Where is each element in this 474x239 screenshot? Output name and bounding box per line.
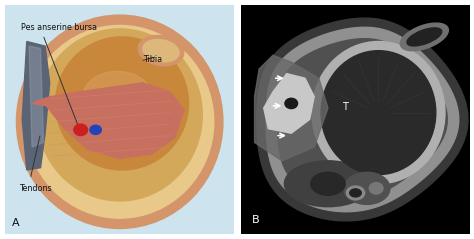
Ellipse shape [17,15,223,228]
Ellipse shape [26,25,214,218]
Text: A: A [12,218,19,228]
Text: Pes anserine bursa: Pes anserine bursa [21,23,97,32]
Ellipse shape [350,189,361,197]
Ellipse shape [369,183,383,194]
Ellipse shape [74,124,88,136]
Ellipse shape [284,161,372,207]
Text: T: T [342,102,347,112]
Ellipse shape [138,35,184,66]
Polygon shape [255,55,328,161]
Polygon shape [33,83,184,158]
Ellipse shape [312,42,445,184]
Polygon shape [266,27,459,212]
Polygon shape [22,42,50,170]
Ellipse shape [311,172,345,195]
Ellipse shape [285,98,298,109]
Text: Tibia: Tibia [143,55,162,64]
Text: B: B [252,215,260,225]
Ellipse shape [90,125,101,134]
Ellipse shape [37,29,202,201]
Text: Tendons: Tendons [19,184,51,193]
Ellipse shape [407,28,442,46]
Polygon shape [257,18,468,221]
Ellipse shape [55,37,189,170]
Polygon shape [264,74,314,133]
Ellipse shape [344,172,390,204]
Ellipse shape [321,51,436,174]
Polygon shape [29,46,44,147]
Ellipse shape [346,186,365,200]
Ellipse shape [143,39,179,62]
Ellipse shape [83,71,152,122]
Ellipse shape [401,23,448,51]
Polygon shape [277,39,447,200]
